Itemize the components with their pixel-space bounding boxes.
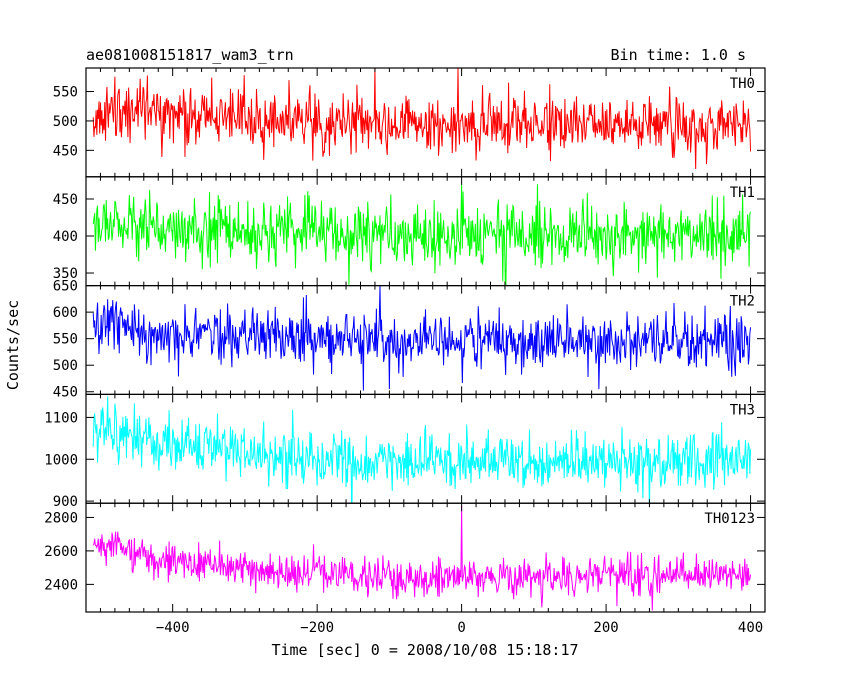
x-axis-label: Time [sec] 0 = 2008/10/08 15:18:17 <box>271 641 578 659</box>
series-th1 <box>92 184 752 286</box>
plot-title: ae081008151817_wam3_trn <box>86 46 294 64</box>
panel-frame-th0123 <box>85 502 766 613</box>
panel-label-th2: TH2 <box>730 294 755 310</box>
panel-label-th1: TH1 <box>730 185 755 201</box>
y-axis-label: Counts/sec <box>4 300 22 390</box>
x-tick-label: 200 <box>593 620 618 636</box>
y-tick-label: 550 <box>53 332 78 348</box>
y-tick-label: 450 <box>53 143 78 159</box>
panel-label-th0123: TH0123 <box>704 511 755 527</box>
y-tick-label: 2400 <box>44 577 78 593</box>
y-tick-label: 900 <box>53 494 78 510</box>
series-th0123 <box>92 505 752 611</box>
panel-label-th3: TH3 <box>730 402 755 418</box>
y-tick-label: 500 <box>53 114 78 130</box>
y-tick-label: 2600 <box>44 544 78 560</box>
x-tick-label: −400 <box>156 620 190 636</box>
y-tick-label: 450 <box>53 385 78 401</box>
x-tick-label: −200 <box>300 620 334 636</box>
x-tick-label: 0 <box>457 620 465 636</box>
series-th3 <box>92 396 752 504</box>
series-th2 <box>92 285 752 391</box>
panels: TH0 450 500 550 TH1 350 400 450 TH2 450 500 550 600 6… <box>44 67 766 636</box>
y-tick-label: 500 <box>53 358 78 374</box>
bin-time-label: Bin time: 1.0 s <box>611 46 746 64</box>
y-tick-label: 1000 <box>44 452 78 468</box>
y-tick-label: 1100 <box>44 410 78 426</box>
series-th0 <box>92 68 752 170</box>
y-tick-label: 550 <box>53 85 78 101</box>
y-tick-label: 2800 <box>44 510 78 526</box>
y-tick-label: 350 <box>53 266 78 282</box>
y-tick-label: 450 <box>53 192 78 208</box>
y-tick-label: 650 <box>53 279 78 295</box>
panel-label-th0: TH0 <box>730 76 755 92</box>
y-tick-label: 400 <box>53 229 78 245</box>
y-tick-label: 600 <box>53 305 78 321</box>
x-tick-label: 400 <box>738 620 763 636</box>
